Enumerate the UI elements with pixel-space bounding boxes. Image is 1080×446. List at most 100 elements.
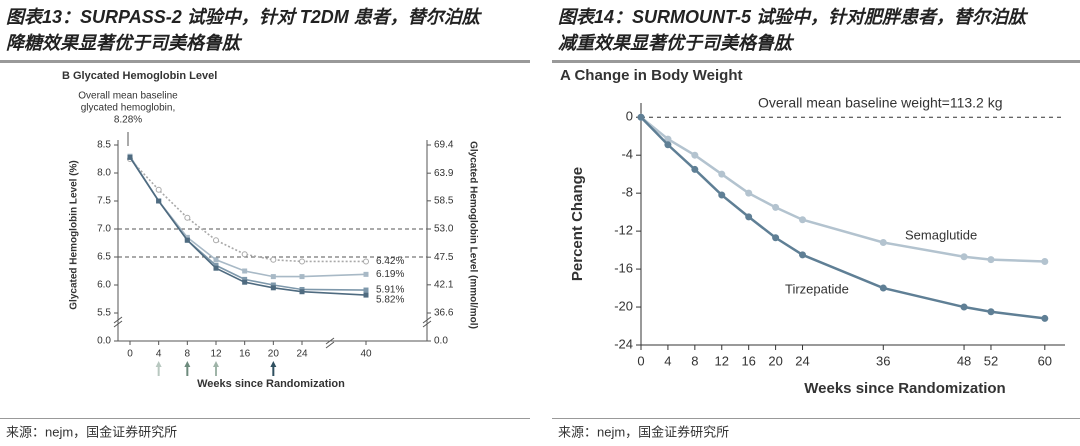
marker [363, 271, 369, 277]
marker [1041, 257, 1049, 265]
marker [363, 287, 369, 293]
source-rule [552, 418, 1080, 419]
marker [241, 251, 248, 258]
marker [1041, 314, 1049, 322]
x-tick-label: 52 [984, 353, 998, 368]
dose-arrow-head [270, 361, 277, 367]
marker [691, 165, 699, 173]
marker [213, 237, 219, 244]
y2-tick-label: 36.6 [434, 308, 454, 319]
dose-arrow-head [213, 361, 219, 367]
x-tick-label: 0 [127, 349, 133, 360]
marker [664, 141, 672, 149]
x-tick-label: 20 [768, 353, 782, 368]
header-rule [552, 60, 1080, 63]
x-tick-label: 24 [296, 349, 308, 360]
y-tick-label: 6.0 [97, 280, 111, 291]
header-rule [0, 60, 530, 63]
marker [745, 213, 753, 221]
marker [772, 234, 780, 242]
value-label: 6.19% [376, 269, 404, 280]
marker [270, 256, 277, 263]
axis-break [422, 320, 432, 328]
y-tick-label: 8.0 [97, 168, 111, 179]
marker [213, 257, 219, 263]
marker [960, 303, 968, 311]
marker [184, 237, 190, 243]
marker [879, 284, 887, 292]
figure-title: 图表13：SURPASS-2 试验中，针对 T2DM 患者，替尔泊肽 [6, 7, 483, 27]
marker [664, 135, 672, 143]
x-tick-label: 20 [268, 349, 280, 360]
value-label: 5.91% [376, 285, 404, 296]
marker [270, 282, 276, 288]
marker [127, 154, 133, 160]
series-line [129, 155, 367, 278]
chart-title: B Glycated Hemoglobin Level [62, 70, 217, 82]
marker [637, 113, 645, 121]
x-tick-label: 60 [1038, 353, 1052, 368]
x-tick-label: 12 [715, 353, 729, 368]
marker [799, 251, 807, 259]
y-tick-label: 7.5 [97, 196, 111, 207]
y-tick-label: -4 [621, 147, 633, 162]
y-tick-label: 7.0 [97, 224, 111, 235]
marker [879, 239, 887, 247]
marker [184, 234, 190, 240]
dose-arrow-head [184, 361, 191, 367]
marker [718, 191, 726, 199]
x-axis-label: Weeks since Randomization [804, 380, 1005, 397]
marker [363, 292, 369, 298]
x-tick-label: 0 [637, 353, 644, 368]
marker [270, 285, 276, 291]
annotation: Overall mean baseline weight=113.2 kg [758, 95, 1003, 111]
y-tick-label: 8.5 [97, 140, 111, 151]
series-label: Semaglutide [905, 227, 977, 242]
y-axis-label: Glycated Hemoglobin Level (%) [69, 160, 80, 309]
marker [772, 203, 780, 211]
marker [363, 258, 369, 265]
marker [691, 151, 699, 159]
source: 来源：nejm，国金证券研究所 [558, 424, 729, 439]
y-axis-label: Percent Change [569, 167, 586, 281]
axis-break [422, 316, 432, 324]
y-tick-label: 0 [626, 109, 633, 124]
series-line [129, 158, 366, 263]
figure-title: 降糖效果显著优于司美格鲁肽 [6, 33, 243, 53]
y-tick-label: 5.5 [97, 308, 111, 319]
marker [213, 262, 219, 268]
series-line [640, 116, 1045, 263]
marker [799, 216, 807, 224]
x-tick-label: 4 [156, 349, 162, 360]
x-tick-label: 16 [239, 349, 251, 360]
series-line [129, 156, 367, 296]
y2-tick-label: 69.4 [434, 140, 454, 151]
marker [987, 308, 995, 316]
annotation: Overall mean baseline [78, 91, 178, 102]
marker [242, 276, 248, 282]
x-tick-label: 8 [691, 353, 698, 368]
x-tick-label: 8 [185, 349, 191, 360]
y-tick-label: -8 [621, 185, 633, 200]
source: 来源：nejm，国金证券研究所 [6, 424, 177, 439]
y-tick-label: -16 [614, 261, 633, 276]
marker [184, 214, 191, 221]
axis-break [325, 337, 335, 345]
axis-break [113, 320, 123, 328]
y2-tick-label: 58.5 [434, 195, 454, 206]
series-line [129, 156, 367, 291]
marker [299, 258, 305, 265]
y-tick-label: 6.5 [97, 252, 111, 263]
x-axis-label: Weeks since Randomization [197, 378, 345, 390]
marker [299, 274, 305, 280]
y-tick-label: -24 [614, 336, 633, 351]
y2-tick-label: 63.9 [434, 168, 454, 179]
x-tick-label: 16 [741, 353, 755, 368]
chart-title: A Change in Body Weight [560, 67, 743, 84]
marker [213, 265, 219, 271]
source-rule [0, 418, 530, 419]
axis-break [113, 316, 123, 324]
y2-tick-label: 0.0 [434, 336, 448, 347]
marker [718, 170, 726, 178]
